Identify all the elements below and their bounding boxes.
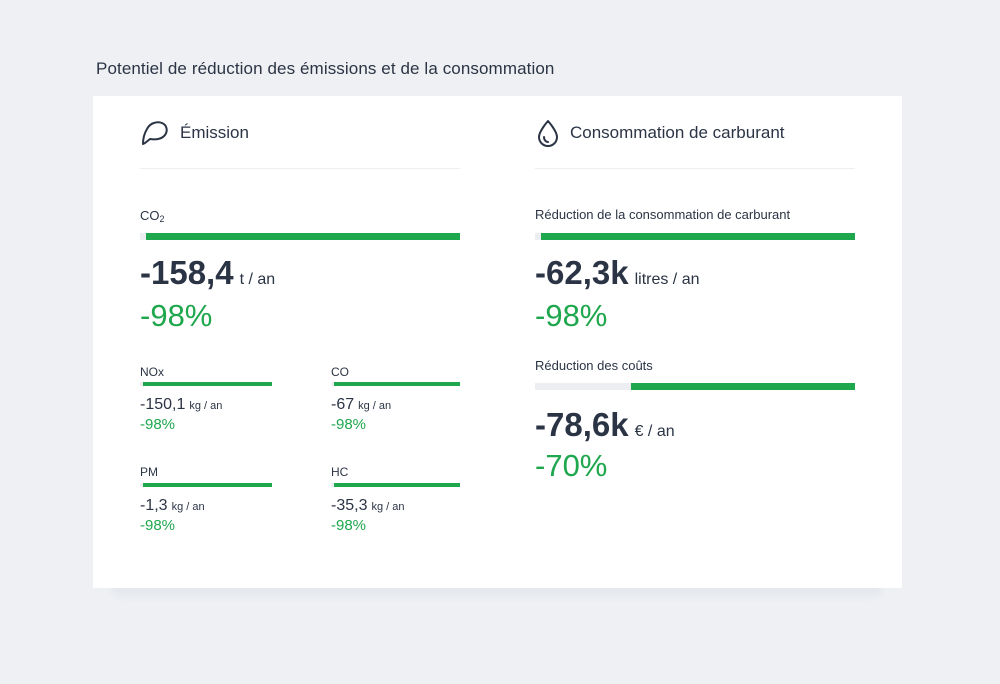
hc-percent: -98% — [331, 517, 367, 534]
nox-label: NOx — [140, 365, 164, 379]
nox-bar — [140, 382, 272, 386]
page-title: Potentiel de réduction des émissions et … — [96, 59, 555, 78]
pm-bar — [140, 483, 272, 487]
fuel-consumption-percent: -98% — [535, 298, 608, 333]
fuel-consumption-bar — [535, 233, 855, 240]
co2-unit: t / an — [239, 271, 276, 288]
pm-percent: -98% — [140, 517, 176, 534]
fuel-consumption-bar-fill — [541, 233, 855, 240]
nox-percent: -98% — [140, 416, 176, 433]
fuel-consumption-unit: litres / an — [634, 271, 700, 288]
fuel-consumption-value: -62,3k litres / an — [535, 254, 700, 291]
cost-reduction-percent: -70% — [535, 448, 608, 483]
co-bar-fill — [333, 382, 460, 386]
reduction-card: Émission CO2 -158,4 t / an -98% NOx -150,… — [93, 96, 902, 588]
hc-value: -35,3 kg / an — [331, 497, 405, 514]
cost-reduction-value: -78,6k € / an — [535, 406, 675, 443]
nox-value: -150,1 kg / an — [140, 396, 223, 413]
co2-bar — [140, 233, 460, 240]
pm-value: -1,3 kg / an — [140, 497, 205, 514]
co2-value: -158,4 t / an — [140, 254, 276, 291]
card-shadow — [112, 586, 882, 600]
cost-reduction-label: Réduction des coûts — [535, 358, 653, 373]
nox-bar-fill — [142, 382, 272, 386]
co-bar — [331, 382, 460, 386]
hc-label: HC — [331, 465, 349, 479]
speech-leaf-icon — [140, 118, 170, 148]
cost-reduction-bar — [535, 383, 855, 390]
co-label: CO — [331, 365, 349, 379]
co2-bar-fill — [146, 233, 460, 240]
emission-title: Émission — [180, 123, 249, 142]
co2-label: CO2 — [140, 208, 165, 224]
fuel-title: Consommation de carburant — [570, 123, 785, 142]
pm-bar-fill — [142, 483, 272, 487]
co2-percent: -98% — [140, 298, 213, 333]
fuel-consumption-label: Réduction de la consommation de carburan… — [535, 207, 791, 222]
emission-header: Émission — [140, 118, 460, 169]
hc-bar-fill — [333, 483, 460, 487]
fuel-header: Consommation de carburant — [535, 118, 855, 169]
cost-reduction-bar-fill — [631, 383, 855, 390]
co-value: -67 kg / an — [331, 396, 392, 413]
pm-label: PM — [140, 465, 158, 479]
water-drop-icon — [535, 118, 565, 148]
hc-bar — [331, 483, 460, 487]
cost-reduction-unit: € / an — [634, 423, 675, 440]
co-percent: -98% — [331, 416, 367, 433]
